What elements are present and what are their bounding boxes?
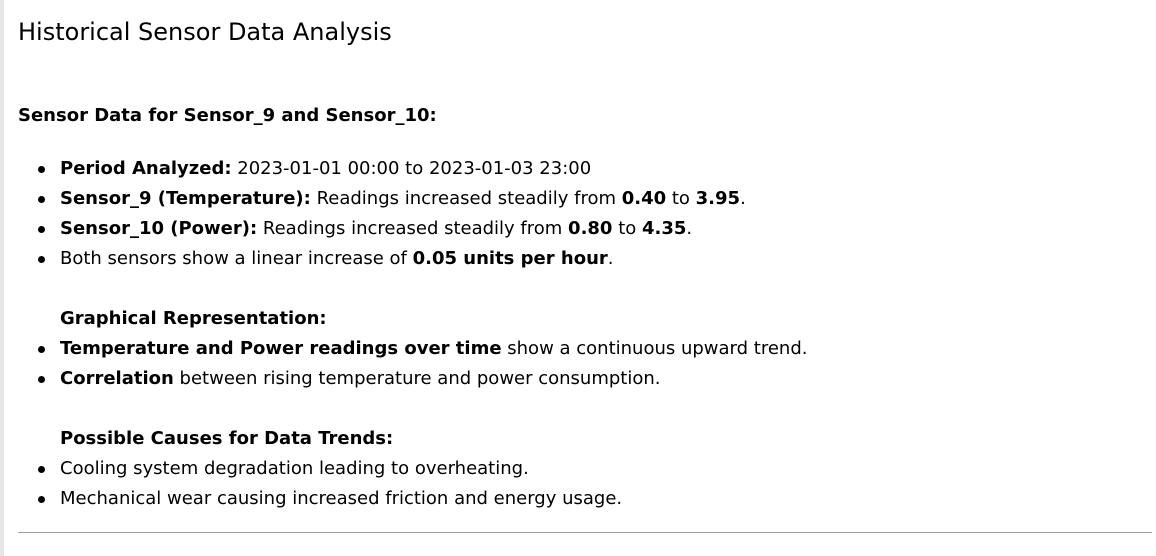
sensor-9-start-value: 0.40 xyxy=(621,188,667,209)
list-item-trend: Temperature and Power readings over time… xyxy=(18,334,1138,364)
sensor-10-text-before: Readings increased steadily from xyxy=(257,218,569,239)
correlation-bold: Correlation xyxy=(60,368,174,389)
list-item-correlation: Correlation between rising temperature a… xyxy=(18,364,1138,394)
list-spacer xyxy=(18,394,1138,424)
list-item-period: Period Analyzed: 2023-01-01 00:00 to 202… xyxy=(18,154,1138,184)
sensor-10-start-value: 0.80 xyxy=(568,218,613,239)
sensor-10-end-value: 4.35 xyxy=(641,218,687,239)
list-item-cause: Mechanical wear causing increased fricti… xyxy=(18,484,1138,514)
list-item-linear-increase: Both sensors show a linear increase of 0… xyxy=(18,244,1138,274)
section-heading: Sensor Data for Sensor_9 and Sensor_10: xyxy=(18,105,437,126)
horizontal-rule xyxy=(18,532,1152,533)
linear-rate: 0.05 units per hour xyxy=(412,248,608,269)
trend-bold: Temperature and Power readings over time xyxy=(60,338,502,359)
sensor-10-text-after: . xyxy=(686,218,693,239)
page-title: Historical Sensor Data Analysis xyxy=(18,18,392,46)
trend-text: show a continuous upward trend. xyxy=(501,338,808,359)
list-item-sensor-10: Sensor_10 (Power): Readings increased st… xyxy=(18,214,1138,244)
sensor-9-end-value: 3.95 xyxy=(695,188,741,209)
sensor-9-text-before: Readings increased steadily from xyxy=(310,188,622,209)
sensor-10-label: Sensor_10 (Power): xyxy=(60,218,258,239)
sensor-9-label: Sensor_9 (Temperature): xyxy=(60,188,311,209)
sensor-9-text-after: . xyxy=(740,188,746,209)
correlation-text: between rising temperature and power con… xyxy=(173,368,661,389)
list-item-sensor-9: Sensor_9 (Temperature): Readings increas… xyxy=(18,184,1138,214)
analysis-panel: Historical Sensor Data Analysis Sensor D… xyxy=(4,0,1156,556)
period-label: Period Analyzed: xyxy=(60,158,232,179)
causes-heading: Possible Causes for Data Trends: xyxy=(60,428,394,449)
list-spacer xyxy=(18,274,1138,304)
linear-text-after: . xyxy=(607,248,614,269)
graphical-heading: Graphical Representation: xyxy=(60,308,327,329)
sensor-10-text-middle: to xyxy=(612,218,642,239)
linear-text-before: Both sensors show a linear increase of xyxy=(60,248,413,269)
sensor-9-text-middle: to xyxy=(666,188,696,209)
analysis-list: Period Analyzed: 2023-01-01 00:00 to 202… xyxy=(18,154,1138,514)
left-border xyxy=(0,0,4,556)
period-text: 2023-01-01 00:00 to 2023-01-03 23:00 xyxy=(231,158,592,179)
list-item-cause: Cooling system degradation leading to ov… xyxy=(18,454,1138,484)
